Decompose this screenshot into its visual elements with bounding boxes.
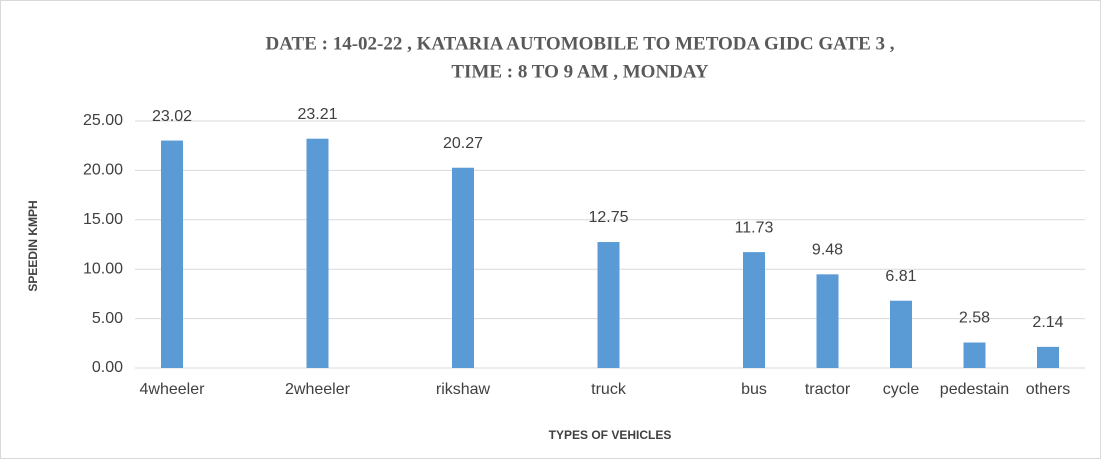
x-tick-label: 2wheeler [285, 381, 351, 398]
bar [1037, 346, 1059, 368]
value-label: 23.02 [152, 108, 192, 125]
bar [816, 274, 839, 368]
y-tick-label: 10.00 [83, 260, 123, 277]
bar [890, 300, 912, 368]
x-tick-label: rikshaw [436, 381, 491, 398]
value-label: 6.81 [885, 268, 916, 285]
value-label: 2.14 [1032, 314, 1063, 331]
x-axis-title: TYPES OF VEHICLES [549, 428, 672, 442]
x-tick-label: cycle [883, 381, 920, 398]
value-label: 9.48 [812, 242, 843, 259]
y-tick-label: 20.00 [83, 162, 123, 179]
bar [597, 242, 620, 368]
value-label: 11.73 [735, 219, 774, 236]
y-tick-label: 15.00 [83, 211, 123, 228]
chart-title: TIME : 8 TO 9 AM , MONDAY [451, 61, 709, 82]
bar [963, 342, 986, 368]
value-label: 12.75 [588, 209, 628, 226]
x-tick-label: 4wheeler [140, 381, 206, 398]
bar [161, 140, 183, 368]
value-label: 23.21 [297, 106, 337, 123]
x-tick-label: bus [741, 381, 767, 398]
y-tick-label: 25.00 [83, 112, 123, 129]
x-tick-label: pedestain [940, 381, 1009, 398]
value-label: 20.27 [443, 135, 483, 152]
bar [743, 252, 765, 368]
y-tick-label: 0.00 [92, 359, 123, 376]
value-label: 2.58 [959, 310, 990, 327]
x-tick-label: others [1026, 381, 1070, 398]
x-tick-label: truck [591, 381, 627, 398]
chart-title: DATE : 14-02-22 , KATARIA AUTOMOBILE TO … [265, 33, 894, 54]
x-tick-label: tractor [805, 381, 851, 398]
bar [306, 138, 329, 368]
bar [452, 167, 474, 368]
y-tick-label: 5.00 [92, 310, 123, 327]
y-axis-title: SPEEDIN KMPH [26, 200, 40, 291]
